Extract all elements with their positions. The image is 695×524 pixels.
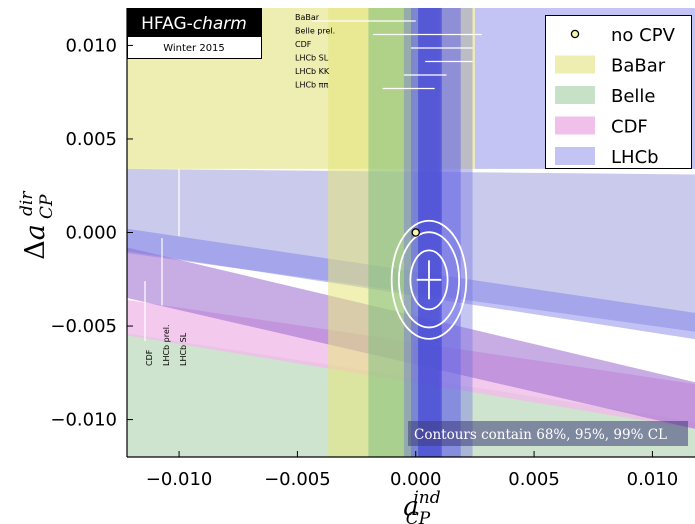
vlabel-group-2: LHCb SL <box>179 332 188 366</box>
hlabel-2: CDF <box>295 40 312 49</box>
y-ticks: 0.010 0.005 0.000 −0.005 −0.010 <box>50 35 133 431</box>
x-axis-title-subscript: CP <box>406 509 431 524</box>
contour-68pct <box>409 249 449 311</box>
legend-label-2: Belle <box>611 86 656 107</box>
hlabel-3: LHCb SL <box>295 54 329 63</box>
legend-label-1: BaBar <box>611 56 666 77</box>
measurement-lines <box>144 20 482 342</box>
banner-title: HFAG-charm <box>141 14 247 34</box>
cl-note-background <box>408 421 688 446</box>
y-axis-title-base: Δa <box>20 224 51 260</box>
cl-note: Contours contain 68%, 95%, 99% CL <box>408 421 688 446</box>
x-tick-label-3: 0.005 <box>508 469 560 490</box>
contours <box>390 219 468 340</box>
y-tick-label-0: 0.010 <box>65 35 117 56</box>
legend-label-0: no CPV <box>611 25 676 46</box>
vlabel-1: LHCb prel. <box>162 324 171 366</box>
banner-title-box <box>127 8 262 36</box>
legend-label-3: CDF <box>611 117 648 138</box>
banner-subtitle: Winter 2015 <box>163 43 225 54</box>
x-tick-label-0: −0.010 <box>146 469 213 490</box>
x-axis-title-base: a <box>403 492 419 522</box>
hfag-banner: HFAG-charm Winter 2015 <box>127 8 262 59</box>
legend-swatch-4 <box>555 147 595 165</box>
legend-swatch-2 <box>555 86 595 104</box>
y-tick-label-3: −0.005 <box>50 316 117 337</box>
hlabel-5: LHCb ππ <box>295 81 328 90</box>
vlabel-group-1: LHCb prel. <box>162 324 171 366</box>
legend: no CPV BaBar Belle CDF LHCb <box>545 15 692 169</box>
hlabel-0: BaBar <box>295 13 320 22</box>
vlabel-0: CDF <box>145 349 154 366</box>
axes: −0.010 −0.005 0.000 0.005 0.010 0.0100.0050.… <box>50 8 695 490</box>
x-axis-title-superscript: ind <box>413 488 440 508</box>
no-cpv-point <box>411 228 420 237</box>
y-tick-label-1: 0.005 <box>65 129 117 150</box>
x-tick-label-1: −0.005 <box>264 469 331 490</box>
horizontal-measurement-labels: BaBar Belle prel. CDF LHCb SL LHCb KK LHCb ππ <box>295 13 335 90</box>
legend-swatch-3 <box>555 116 595 135</box>
x-tick-label-4: 0.010 <box>627 469 679 490</box>
y-tick-label-4: −0.010 <box>50 410 117 431</box>
legend-label-4: LHCb <box>611 147 659 168</box>
legend-swatch-1 <box>555 55 595 74</box>
vertical-measurement-labels: CDF LHCb prel. LHCb SL <box>145 324 188 366</box>
cl-note-text: Contours contain 68%, 95%, 99% CL <box>414 427 667 443</box>
x-tick-label-2: 0.000 <box>390 469 442 490</box>
legend-marker-0 <box>570 29 580 39</box>
hlabel-4: LHCb KK <box>295 67 330 76</box>
y-axis-title-superscript: dir <box>17 191 37 216</box>
contour-95pct <box>397 231 461 329</box>
contour-99pct <box>390 219 468 340</box>
x-axis-title: a ind CP <box>403 488 441 524</box>
y-axis-title-subscript: CP <box>37 194 57 219</box>
y-axis-title: Δa dir CP <box>17 191 57 260</box>
hlabel-1: Belle prel. <box>295 27 335 36</box>
vlabel-2: LHCb SL <box>179 332 188 366</box>
x-ticks: −0.010 −0.005 0.000 0.005 0.010 <box>146 451 678 490</box>
vlabel-group-0: CDF <box>145 349 154 366</box>
y-tick-label-2: 0.000 <box>65 223 117 244</box>
